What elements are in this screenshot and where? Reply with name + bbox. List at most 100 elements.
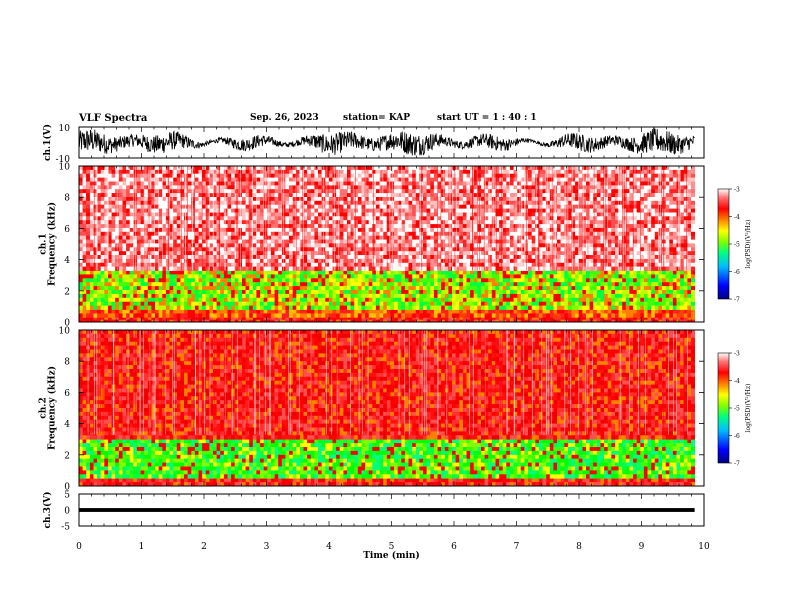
spectrogram-cell bbox=[412, 290, 417, 295]
spectrogram-cell bbox=[680, 313, 685, 318]
spectrogram-cell bbox=[289, 216, 293, 221]
spectrogram-cell bbox=[491, 212, 496, 217]
spectrogram-cell bbox=[546, 208, 551, 213]
spectrogram-cell bbox=[691, 173, 695, 178]
spectrogram-cell bbox=[538, 169, 543, 175]
spectrogram-cell bbox=[509, 166, 514, 171]
spectrogram-cell bbox=[636, 293, 641, 299]
spectrogram-cell bbox=[213, 220, 217, 225]
spectrogram-cell bbox=[231, 297, 236, 303]
spectrogram-cell bbox=[520, 313, 525, 318]
spectrogram-cell bbox=[596, 185, 601, 190]
spectrogram-cell bbox=[404, 297, 409, 303]
spectrogram-cell bbox=[462, 317, 467, 320]
spectrogram-cell bbox=[151, 200, 156, 206]
spectrogram-cell bbox=[607, 208, 612, 213]
spectrogram-cell bbox=[242, 193, 246, 198]
spectrogram-cell bbox=[173, 297, 178, 303]
spectrogram-cell bbox=[180, 278, 185, 283]
spectrogram-cell bbox=[336, 173, 341, 178]
spectrogram-cell bbox=[267, 216, 272, 221]
spectrogram-cell bbox=[622, 278, 627, 283]
spectrogram-cell bbox=[578, 297, 583, 303]
spectrogram-cell bbox=[296, 193, 301, 198]
spectrogram-cell bbox=[82, 177, 87, 182]
spectrogram-cell bbox=[104, 290, 109, 295]
spectrogram-cell bbox=[596, 197, 601, 202]
spectrogram-cell bbox=[375, 216, 380, 221]
spectrogram-cell bbox=[640, 301, 645, 306]
spectrogram-cell bbox=[509, 185, 514, 190]
spectrogram-cell bbox=[361, 189, 366, 194]
spectrogram-cell bbox=[151, 313, 156, 318]
spectrogram-cell bbox=[383, 286, 388, 291]
spectrogram-cell bbox=[513, 189, 518, 194]
spectrogram-cell bbox=[129, 286, 134, 291]
spectrogram-cell bbox=[361, 177, 366, 182]
spectrogram-cell bbox=[278, 293, 283, 299]
spectrogram-cell bbox=[575, 305, 580, 310]
spectrogram-cell bbox=[625, 319, 630, 323]
spectrogram-cell bbox=[209, 193, 214, 198]
spectrogram-cell bbox=[238, 197, 243, 202]
spectrogram-cell bbox=[582, 185, 587, 190]
spectrogram-cell bbox=[383, 297, 388, 303]
spectrogram-cell bbox=[162, 212, 167, 217]
spectrogram-cell bbox=[654, 200, 659, 206]
spectrogram-cell bbox=[647, 297, 652, 303]
spectrogram-cell bbox=[285, 317, 290, 320]
spectrogram-cell bbox=[118, 309, 123, 314]
spectrogram-cell bbox=[242, 166, 246, 171]
spectrogram-cell bbox=[397, 193, 402, 198]
spectrogram-cell bbox=[557, 173, 561, 178]
spectrogram-cell bbox=[165, 282, 170, 287]
spectrogram-cell bbox=[517, 169, 522, 175]
spectrogram-cell bbox=[386, 301, 391, 306]
spectrogram-cell bbox=[517, 173, 522, 178]
spectrogram-cell bbox=[79, 301, 83, 306]
spectrogram-cell bbox=[513, 177, 518, 182]
spectrogram-cell bbox=[111, 208, 116, 213]
spectrogram-cell bbox=[462, 200, 467, 206]
spectrogram-cell bbox=[321, 305, 326, 310]
spectrogram-cell bbox=[567, 286, 572, 291]
spectrogram-cell bbox=[582, 274, 587, 279]
spectrogram-cell bbox=[354, 204, 359, 209]
spectrogram-cell bbox=[687, 319, 692, 323]
spectrogram-cell bbox=[100, 197, 105, 202]
spectrogram-cell bbox=[260, 169, 265, 175]
spectrogram-cell bbox=[687, 212, 692, 217]
spectrogram-cell bbox=[292, 270, 297, 275]
spectrogram-cell bbox=[665, 169, 670, 175]
spectrogram-cell bbox=[216, 319, 221, 323]
spectrogram-cell bbox=[194, 189, 199, 194]
spectrogram-cell bbox=[578, 169, 583, 175]
spectrogram-cell bbox=[680, 305, 685, 310]
spectrogram-cell bbox=[162, 274, 167, 279]
spectrogram-cell bbox=[615, 270, 619, 275]
spectrogram-cell bbox=[245, 185, 250, 190]
spectrogram-cell bbox=[97, 286, 102, 291]
spectrogram-cell bbox=[176, 286, 181, 291]
spectrogram-cell bbox=[267, 301, 272, 306]
spectrogram-cell bbox=[394, 166, 399, 171]
spectrogram-cell bbox=[615, 301, 619, 306]
spectrogram-cell bbox=[357, 193, 362, 198]
spectrogram-cell bbox=[368, 270, 373, 275]
spectrogram-cell bbox=[118, 293, 123, 299]
spectrogram-cell bbox=[256, 212, 261, 217]
spectrogram-cell bbox=[459, 197, 464, 202]
spectrogram-cell bbox=[209, 220, 214, 225]
spectrogram-cell bbox=[557, 319, 561, 323]
spectrogram-cell bbox=[423, 270, 427, 275]
spectrogram-cell bbox=[575, 319, 580, 323]
spectrogram-cell bbox=[372, 274, 377, 279]
spectrogram-cell bbox=[502, 212, 507, 217]
spectrogram-cell bbox=[535, 173, 540, 178]
spectrogram-cell bbox=[307, 169, 312, 175]
spectrogram-cell bbox=[375, 212, 380, 217]
spectrogram-cell bbox=[296, 189, 301, 194]
spectrogram-cell bbox=[564, 290, 569, 295]
spectrogram-cell bbox=[158, 212, 163, 217]
spectrogram-cell bbox=[618, 270, 623, 275]
